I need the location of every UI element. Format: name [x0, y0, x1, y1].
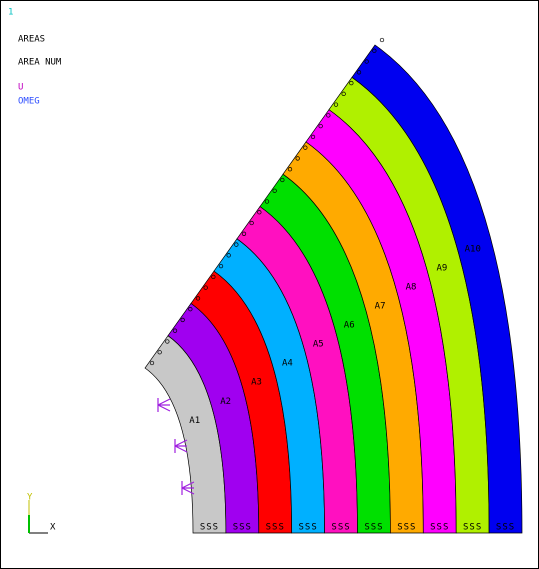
area-label: A6: [344, 321, 355, 331]
constraint-label: SSS: [331, 523, 350, 533]
constraint-label: SSS: [299, 523, 318, 533]
coupling-symbol: [211, 274, 216, 280]
model: A1 SSS A2 SSS A3 SSS A4 SSS A5 SSS A6 SSS A7 SSS A8 SSS…: [144, 37, 523, 534]
constraint-label: SSS: [364, 523, 383, 533]
coupling-symbol: [226, 253, 231, 258]
coupling-symbol: [356, 70, 362, 75]
area: [351, 44, 523, 534]
coupling-symbol: [218, 263, 224, 269]
coupling-symbol: [157, 350, 162, 355]
coupling-symbol: [272, 188, 277, 193]
legend-line: AREA NUM: [18, 58, 62, 68]
constraint-label: SSS: [397, 523, 416, 533]
constraint-label: SSS: [463, 523, 482, 533]
coupling-symbol: [287, 167, 293, 172]
support-symbol: [157, 398, 171, 412]
coupling-symbol: [341, 91, 346, 96]
constraint-label: SSS: [200, 523, 219, 533]
coupling-symbol: [241, 231, 247, 236]
area-label: A8: [406, 283, 417, 293]
coupling-symbol: [180, 317, 185, 323]
coupling-symbol: [172, 328, 178, 333]
area-label: A2: [220, 397, 231, 407]
coupling-symbol: [364, 59, 369, 64]
constraint-label: SSS: [430, 523, 449, 533]
symbol-line: U: [18, 83, 23, 93]
coupling-symbol: [326, 113, 331, 118]
coupling-symbol: [318, 123, 323, 129]
area-label: A3: [251, 378, 262, 388]
coupling-symbol: [165, 339, 170, 344]
coupling-symbol: [195, 296, 201, 301]
area-label: A10: [465, 244, 481, 254]
coupling-symbol: [333, 102, 339, 107]
area-label: A9: [436, 263, 447, 273]
axis-triad: X Y: [27, 493, 56, 534]
coupling-symbol: [188, 307, 193, 312]
coupling-symbol: [280, 177, 285, 183]
constraint-label: SSS: [496, 523, 515, 533]
area-label: A1: [189, 416, 200, 426]
area-label: A7: [375, 302, 386, 312]
area-label: A4: [282, 359, 293, 369]
coupling-symbol: [249, 220, 254, 226]
coupling-symbol: [203, 285, 208, 290]
coupling-symbol: [257, 210, 262, 215]
coupling-symbol: [379, 37, 385, 43]
x-label: X: [50, 523, 56, 533]
coupling-symbol: [295, 156, 300, 161]
coupling-symbol: [372, 48, 377, 53]
coupling-symbol: [264, 199, 270, 204]
support-symbol: [181, 481, 195, 495]
constraint-label: SSS: [233, 523, 252, 533]
coupling-symbol: [349, 80, 354, 86]
support-symbol: [174, 439, 188, 453]
coupling-symbol: [234, 242, 239, 247]
coupling-symbol: [149, 360, 155, 366]
coupling-symbol: [310, 134, 316, 140]
area-label: A5: [313, 340, 324, 350]
legend-line: AREAS: [18, 35, 45, 45]
symbol-line: OMEG: [18, 97, 40, 107]
constraint-label: SSS: [266, 523, 285, 533]
y-label: Y: [27, 493, 33, 503]
window-number: 1: [8, 8, 13, 18]
coupling-symbol: [303, 145, 308, 150]
